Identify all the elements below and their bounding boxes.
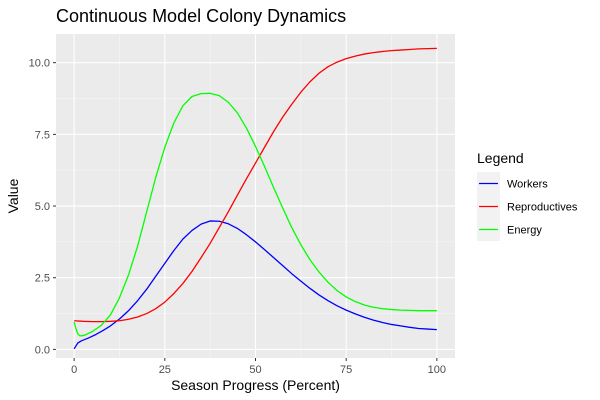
axes: 0 25 50 75 100 0.0 2.5 5.0 7.5 10.0 — [29, 58, 446, 376]
series-line-reproductives — [74, 47, 437, 323]
y-tick-label: 7.5 — [35, 129, 50, 141]
x-tick-label: 100 — [428, 364, 446, 376]
legend-label-energy: Energy — [507, 225, 542, 237]
x-tick-label: 25 — [159, 364, 171, 376]
series-line-energy — [73, 92, 437, 337]
y-tick-label: 0.0 — [35, 344, 50, 356]
series-lines — [73, 47, 437, 350]
chart-title: Continuous Model Colony Dynamics — [56, 6, 346, 26]
y-tick-label: 2.5 — [35, 273, 50, 285]
x-tick-label: 50 — [249, 364, 261, 376]
legend: Legend Workers Reproductives Energy — [477, 150, 578, 241]
y-tick-label: 10.0 — [29, 58, 50, 70]
legend-title: Legend — [477, 150, 524, 166]
y-tick-label: 5.0 — [35, 201, 50, 213]
x-tick-label: 0 — [71, 364, 77, 376]
y-axis-title: Value — [5, 178, 21, 213]
x-axis-title: Season Progress (Percent) — [171, 377, 340, 393]
legend-label-reproductives: Reproductives — [507, 202, 578, 214]
grid-lines — [56, 34, 455, 358]
series-line-workers — [73, 220, 437, 350]
x-tick-label: 75 — [340, 364, 352, 376]
legend-label-workers: Workers — [507, 179, 548, 191]
